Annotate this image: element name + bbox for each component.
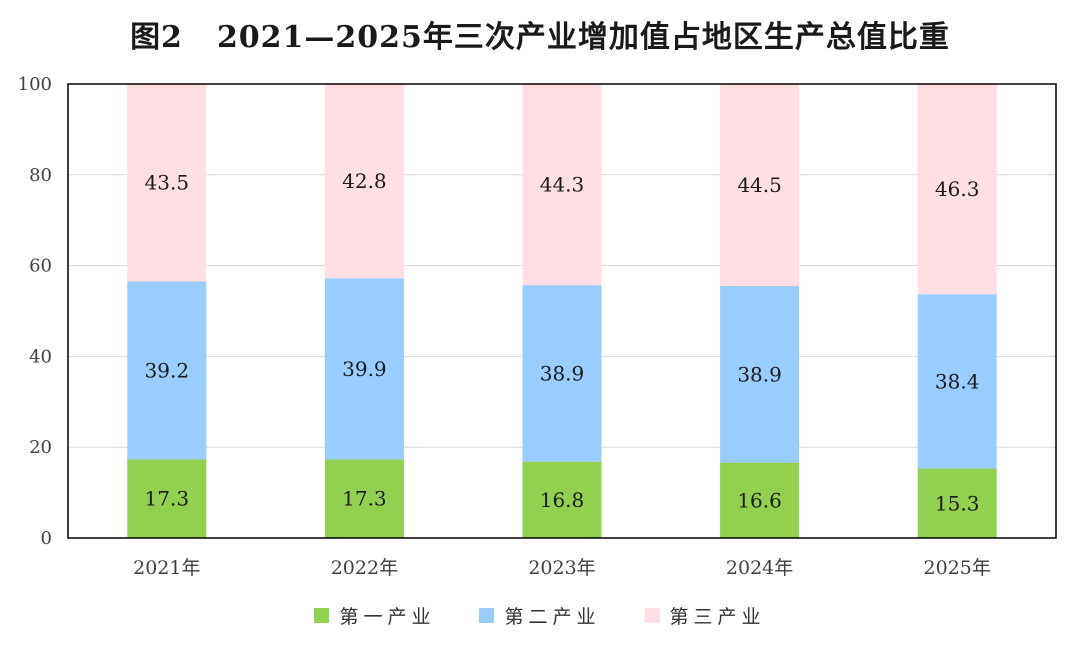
data-label: 16.6 (737, 488, 782, 512)
legend: 第一产业 第二产业 第三产业 (0, 602, 1080, 629)
y-tick-label: 100 (18, 74, 52, 95)
bar-segment (127, 459, 207, 538)
plot-frame (67, 83, 1057, 539)
data-label: 38.9 (737, 362, 782, 386)
x-tick-label: 2022年 (331, 557, 398, 579)
bar-segment (522, 461, 602, 538)
legend-item-primary: 第一产业 (314, 602, 435, 629)
y-tick-label: 60 (29, 256, 52, 277)
legend-swatch-primary (314, 608, 330, 623)
bar-segment (720, 84, 800, 287)
legend-label-secondary: 第二产业 (504, 606, 601, 628)
y-tick-label: 40 (29, 346, 52, 367)
bar-segment (522, 84, 602, 286)
x-tick-label: 2024年 (726, 557, 793, 579)
data-label: 38.4 (935, 369, 980, 393)
data-label: 43.5 (145, 171, 190, 195)
y-tick-label: 0 (41, 528, 52, 549)
bar-segment (324, 459, 404, 538)
bar-segment (720, 286, 800, 463)
bar-segment (127, 281, 207, 460)
legend-swatch-secondary (479, 608, 495, 623)
data-label: 42.8 (342, 169, 387, 193)
data-label: 44.3 (540, 173, 585, 197)
bar-segment (917, 84, 997, 295)
y-tick-label: 80 (29, 165, 52, 186)
figure-number: 图2 (130, 20, 183, 55)
legend-item-tertiary: 第三产业 (644, 602, 766, 629)
y-tick-label: 20 (29, 437, 52, 458)
bar-segment (917, 294, 997, 469)
bar-segment (522, 285, 602, 462)
legend-label-primary: 第一产业 (339, 606, 436, 628)
legend-swatch-tertiary (644, 608, 660, 623)
data-label: 39.2 (145, 358, 190, 382)
data-label: 39.9 (342, 357, 387, 381)
bar-segment (917, 468, 997, 538)
bar-segment (324, 84, 404, 279)
title-text: 2021—2025年三次产业增加值占地区生产总值比重 (216, 20, 950, 55)
x-tick-label: 2025年 (924, 557, 991, 579)
data-label: 15.3 (935, 491, 980, 515)
bar-segment (720, 462, 800, 538)
chart-title: 图2 2021—2025年三次产业增加值占地区生产总值比重 (0, 12, 1080, 56)
data-label: 38.9 (540, 361, 585, 385)
data-label: 44.5 (737, 173, 782, 197)
data-label: 46.3 (935, 177, 980, 201)
bar-segment (127, 84, 207, 282)
legend-label-tertiary: 第三产业 (669, 606, 766, 628)
x-tick-label: 2023年 (528, 557, 595, 579)
data-label: 16.8 (540, 488, 585, 512)
x-tick-label: 2021年 (133, 557, 200, 579)
data-label: 17.3 (145, 487, 190, 511)
bar-segment (324, 278, 404, 460)
legend-item-secondary: 第二产业 (479, 602, 600, 629)
data-label: 17.3 (342, 487, 387, 511)
